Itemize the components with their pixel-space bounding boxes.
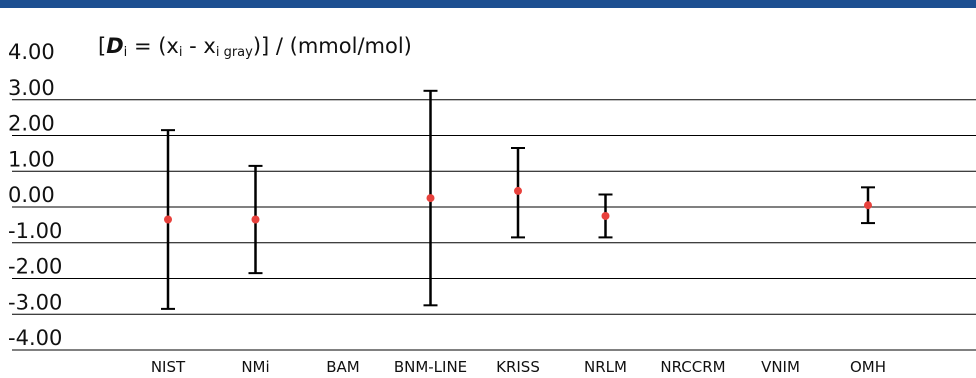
x-tick-labels: NIST NMi BAM BNM-LINE KRISS NRLM NRCCRM VNIM OMH — [151, 358, 886, 376]
x-tick-label: NRLM — [584, 358, 627, 376]
top-accent-bar — [0, 0, 976, 8]
error-bars — [161, 89, 875, 310]
data-point — [601, 211, 610, 220]
y-tick-label: 3.00 — [8, 76, 55, 100]
y-tick-label: -4.00 — [8, 326, 62, 350]
data-point — [514, 186, 522, 195]
y-tick-label: -1.00 — [8, 219, 62, 243]
data-point — [864, 201, 872, 210]
x-tick-label: NRCCRM — [660, 358, 725, 376]
x-tick-label: BAM — [326, 358, 360, 376]
x-tick-label: NMi — [241, 358, 269, 376]
data-point — [251, 215, 260, 224]
x-tick-label: NIST — [151, 358, 186, 376]
y-tick-label: 1.00 — [8, 147, 55, 171]
y-tick-label: 0.00 — [8, 183, 55, 207]
data-points — [164, 186, 872, 224]
x-tick-label: KRISS — [496, 358, 540, 376]
data-point — [426, 194, 435, 203]
x-tick-label: VNIM — [761, 358, 800, 376]
gridlines — [12, 99, 976, 351]
y-tick-label: 4.00 — [8, 40, 55, 64]
y-tick-label: -3.00 — [8, 290, 62, 314]
x-tick-label: OMH — [850, 358, 886, 376]
y-tick-labels: 4.00 3.00 2.00 1.00 0.00 -1.00 -2.00 -3.00 -4.00 — [8, 40, 62, 350]
y-axis-label: [Di = (xi - xi gray)] / (mmol/mol) — [98, 34, 412, 60]
y-tick-label: 2.00 — [8, 112, 55, 136]
data-point — [164, 215, 172, 224]
x-tick-label: BNM-LINE — [394, 358, 467, 376]
y-tick-label: -2.00 — [8, 255, 62, 279]
